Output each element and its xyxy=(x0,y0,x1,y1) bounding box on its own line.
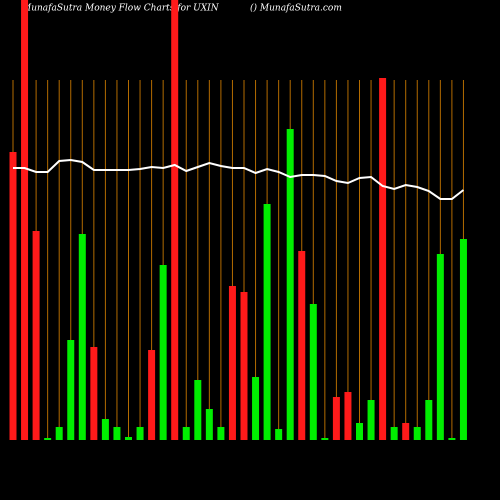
bar xyxy=(263,204,271,440)
bar xyxy=(402,423,410,440)
bar xyxy=(44,438,52,440)
bar xyxy=(309,304,317,440)
bar xyxy=(367,400,375,440)
bar xyxy=(90,347,98,440)
bar xyxy=(113,427,121,440)
bar xyxy=(379,78,387,440)
bar xyxy=(425,400,433,440)
money-flow-line xyxy=(13,158,465,200)
bar xyxy=(240,292,248,440)
bar xyxy=(159,265,167,440)
bar xyxy=(217,427,225,440)
bar xyxy=(413,427,421,440)
bar xyxy=(125,437,132,440)
bar xyxy=(228,286,236,440)
bar xyxy=(32,231,40,440)
bar xyxy=(55,427,63,440)
bar xyxy=(321,438,329,440)
bar xyxy=(344,392,352,440)
bar xyxy=(252,377,260,440)
bar xyxy=(205,409,213,440)
bar xyxy=(459,239,467,440)
bar xyxy=(182,427,190,440)
bar xyxy=(286,129,294,440)
bar xyxy=(136,427,144,440)
bar xyxy=(9,152,17,440)
bar xyxy=(101,419,109,440)
bar xyxy=(298,251,306,440)
bar xyxy=(275,429,283,440)
bar xyxy=(390,427,398,440)
bar xyxy=(448,438,456,440)
bar xyxy=(436,254,444,440)
bar xyxy=(148,350,156,440)
bar xyxy=(332,397,340,440)
bar xyxy=(21,0,29,440)
bar xyxy=(356,423,363,440)
bar xyxy=(194,380,202,440)
bar xyxy=(171,0,179,440)
chart-title: MunafaSutra Money Flow Charts for UXIN xyxy=(21,4,220,14)
bar xyxy=(67,340,75,440)
chart-subtitle: () MunafaSutra.com xyxy=(250,3,342,14)
bar xyxy=(78,234,86,440)
